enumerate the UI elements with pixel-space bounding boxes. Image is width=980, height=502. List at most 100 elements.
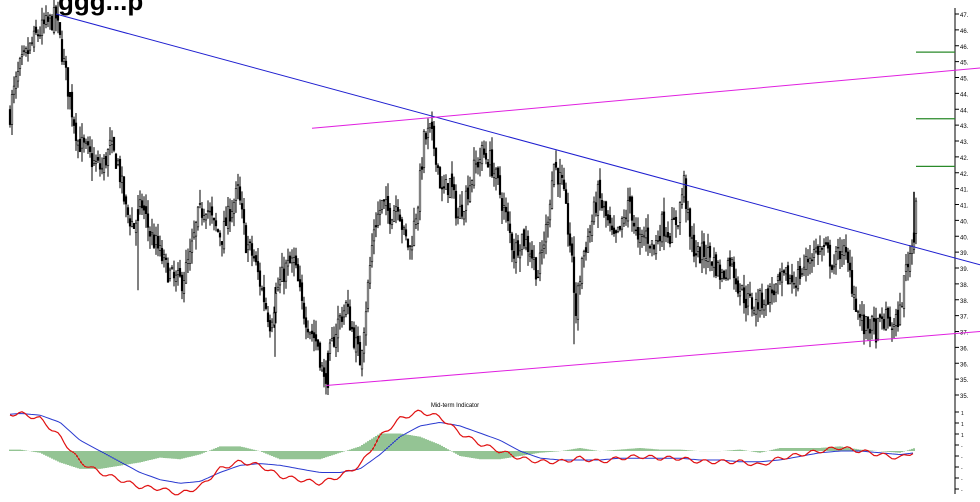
candle-body [680, 194, 684, 205]
candle-body [184, 262, 188, 284]
y-tick-label: 37. [960, 331, 969, 337]
candle-body [362, 332, 366, 354]
candle-body [248, 241, 252, 243]
candle-body [314, 334, 318, 342]
candle-body [894, 313, 898, 326]
candle-body [308, 332, 312, 335]
candle-body [838, 251, 842, 260]
candle-body [138, 199, 142, 207]
candle-body [464, 190, 468, 211]
candle-body [106, 149, 110, 167]
candle-body [38, 34, 42, 37]
candle-body [686, 209, 690, 213]
trendline [55, 13, 980, 266]
candle-body [16, 71, 20, 82]
candle-body [524, 239, 528, 249]
candle-body [194, 222, 198, 237]
candle-body [260, 288, 264, 290]
candle-body [278, 279, 282, 286]
candle-body [534, 257, 538, 280]
candle-body [780, 271, 784, 283]
candle-body [748, 293, 752, 296]
candle-body [580, 258, 584, 284]
candle-body [8, 109, 12, 125]
candle-body [764, 289, 768, 306]
candle-body [506, 211, 510, 222]
y-tick-label: 39. [960, 251, 969, 257]
candle-body [860, 314, 864, 321]
candle-body [732, 261, 736, 279]
candle-body [230, 211, 234, 219]
candle-body [48, 15, 52, 19]
y-tick-label: 46. [960, 29, 969, 35]
candle-body [596, 183, 600, 216]
candle-body [330, 338, 334, 342]
candle-body [504, 206, 508, 213]
candle-body [436, 165, 440, 168]
candle-body [822, 245, 826, 247]
candle-body [186, 259, 190, 264]
candle-body [536, 276, 540, 279]
candle-body [374, 225, 378, 228]
candle-body [566, 203, 570, 235]
candle-body [790, 275, 794, 283]
y-tick-label: 36. [960, 362, 969, 368]
candle-body [114, 153, 118, 169]
slow-line [9, 412, 914, 484]
candle-body [450, 173, 454, 188]
candle-body [884, 309, 888, 330]
candle-body [904, 264, 908, 272]
candle-body [588, 231, 592, 233]
candle-body [792, 282, 796, 285]
candle-body [344, 302, 348, 315]
candle-body [676, 225, 680, 227]
candle-body [570, 243, 574, 256]
candle-body [266, 312, 270, 323]
y-tick-label: 38. [960, 299, 969, 305]
candle-body [404, 229, 408, 237]
candle-body [242, 209, 246, 224]
candle-body [594, 202, 598, 213]
candle-body [416, 207, 420, 224]
candle-body [234, 188, 238, 201]
candle-body [666, 232, 670, 238]
candle-body [554, 161, 558, 168]
candle-body [798, 265, 802, 279]
candle-body [10, 94, 14, 125]
candle-body [304, 317, 308, 328]
candle-body [360, 350, 364, 370]
candle-body [402, 227, 406, 230]
candle-body [150, 232, 154, 235]
candle-body [124, 196, 128, 205]
candle-body [556, 168, 560, 185]
candle-body [614, 230, 618, 234]
candle-body [122, 176, 126, 202]
y-tick-label: 35. [960, 394, 969, 400]
candle-body [80, 136, 84, 149]
candle-body [376, 213, 380, 226]
y-tick-label: 44. [960, 92, 969, 98]
candle-body [388, 207, 392, 225]
candle-body [514, 242, 518, 263]
candle-body [722, 270, 726, 279]
candle-body [156, 235, 160, 249]
trendline [311, 67, 980, 129]
y-tick-label: 37. [960, 315, 969, 321]
candle-body [174, 274, 178, 282]
candle-body [728, 257, 732, 267]
candle-body [702, 241, 706, 257]
candle-body [232, 201, 236, 214]
candle-body [630, 196, 634, 221]
candle-body [648, 245, 652, 249]
candle-body [20, 54, 24, 58]
candle-body [116, 160, 120, 165]
trendline [325, 331, 980, 386]
candle-body [54, 6, 58, 19]
candle-body [542, 244, 546, 249]
candle-body [518, 250, 522, 259]
candle-body [400, 219, 404, 230]
candle-body [422, 130, 426, 168]
candle-body [672, 217, 676, 220]
candle-body [624, 217, 628, 220]
candle-body [656, 240, 660, 242]
